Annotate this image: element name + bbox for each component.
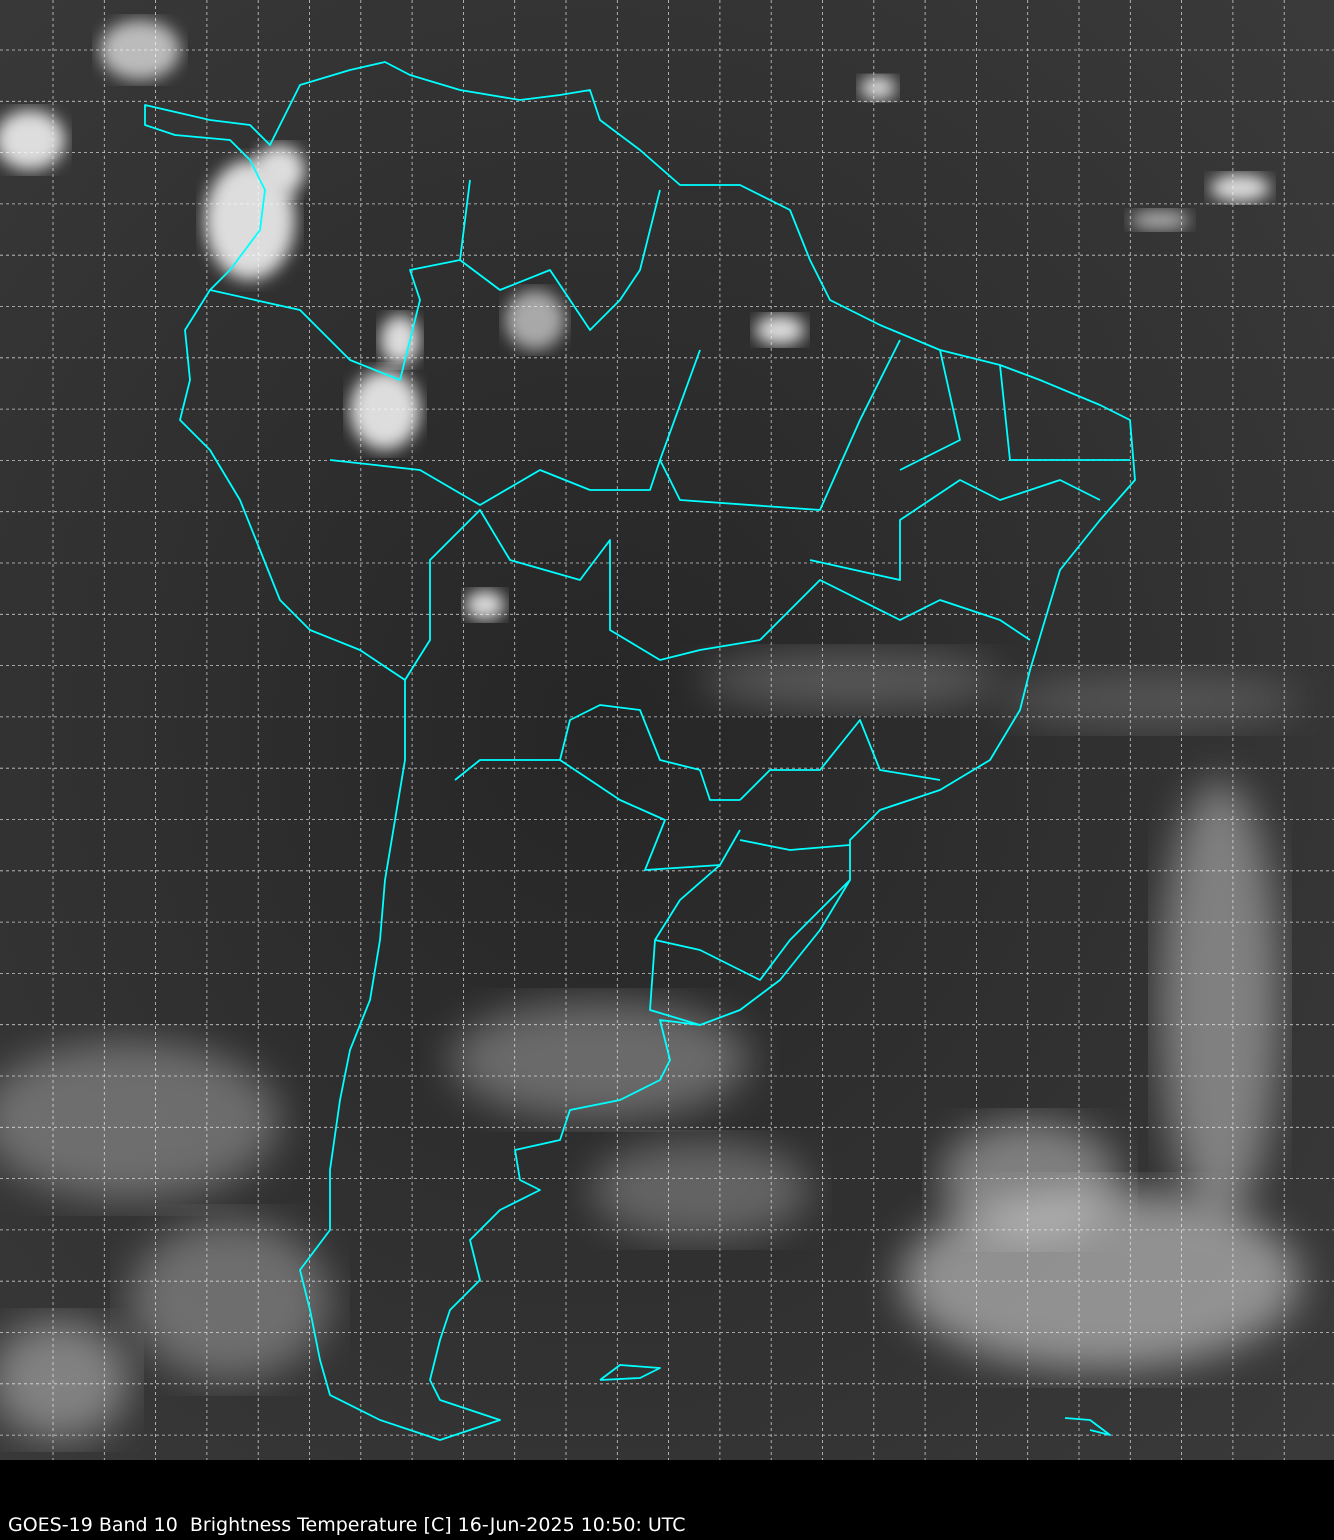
border-line xyxy=(899,349,961,471)
border-line xyxy=(329,349,701,506)
border-line xyxy=(739,719,941,801)
border-line xyxy=(999,364,1130,461)
island-outline xyxy=(1064,1417,1111,1436)
border-line xyxy=(759,579,1031,641)
cloud-layer xyxy=(0,20,1300,1440)
continent-coastline xyxy=(144,61,1136,1441)
lat-lon-grid xyxy=(0,0,1334,1460)
border-line xyxy=(659,339,901,511)
border-line xyxy=(209,179,471,381)
border-line xyxy=(454,704,740,801)
border-line xyxy=(459,189,661,331)
border-line xyxy=(654,879,851,981)
border-line xyxy=(559,759,741,871)
border-line xyxy=(404,509,761,681)
country-borders xyxy=(144,61,1136,1441)
border-line xyxy=(739,839,851,851)
image-caption: GOES-19 Band 10 Brightness Temperature [… xyxy=(8,1514,686,1536)
border-line xyxy=(809,479,1101,581)
satellite-map xyxy=(0,0,1334,1460)
island-outline xyxy=(599,1364,661,1381)
